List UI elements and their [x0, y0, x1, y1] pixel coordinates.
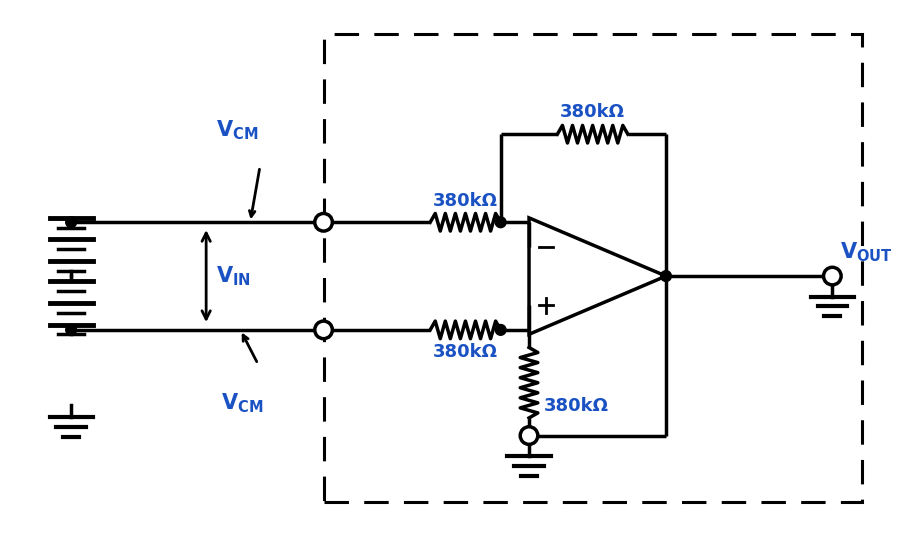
- Text: 380kΩ: 380kΩ: [544, 397, 608, 415]
- Circle shape: [66, 217, 77, 228]
- Text: $\mathbf{V_{CM}}$: $\mathbf{V_{CM}}$: [216, 119, 258, 142]
- Text: $\mathbf{V_{IN}}$: $\mathbf{V_{IN}}$: [216, 264, 251, 288]
- Text: 380kΩ: 380kΩ: [433, 343, 498, 361]
- Circle shape: [495, 217, 506, 228]
- Circle shape: [824, 267, 842, 285]
- Circle shape: [315, 321, 332, 339]
- Text: 380kΩ: 380kΩ: [560, 103, 625, 121]
- Text: $\mathbf{V_{OUT}}$: $\mathbf{V_{OUT}}$: [841, 241, 893, 264]
- Bar: [324, 35, 861, 502]
- Text: $\mathbf{V_{CM}}$: $\mathbf{V_{CM}}$: [220, 391, 263, 415]
- Circle shape: [66, 325, 77, 335]
- Circle shape: [661, 271, 671, 282]
- Circle shape: [315, 214, 332, 231]
- Circle shape: [520, 427, 538, 444]
- Text: 380kΩ: 380kΩ: [433, 192, 498, 210]
- Circle shape: [495, 325, 506, 335]
